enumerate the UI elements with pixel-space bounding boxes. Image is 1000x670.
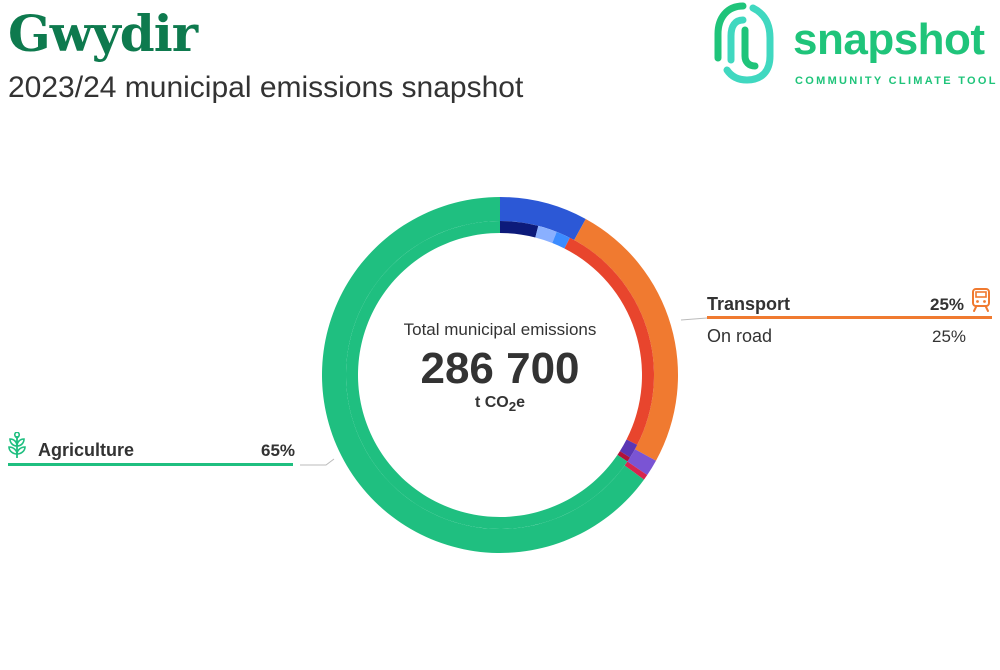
inner-slice-3[interactable] (564, 237, 654, 445)
fingerprint-logo-icon (714, 2, 774, 84)
unit-end: e (516, 394, 526, 412)
total-value: 286 700 (420, 344, 580, 393)
logo-wordmark: snapshot (793, 15, 985, 64)
total-unit: t CO2e (360, 394, 640, 414)
inner-slice-1[interactable] (535, 225, 557, 243)
outer-ring (321, 196, 678, 553)
inner-ring (346, 221, 654, 529)
snapshot-logo[interactable]: snapshot COMMUNITY CLIMATE TOOL (713, 0, 1000, 90)
wheat-icon (8, 432, 26, 458)
page-title: Gwydir (8, 4, 198, 63)
inner-slice-5[interactable] (617, 451, 631, 462)
unit-subscript: 2 (508, 399, 517, 415)
train-icon (972, 288, 990, 312)
transport-percent: 25% (930, 295, 965, 314)
on-road-percent: 25% (932, 327, 967, 346)
agriculture-underline (8, 463, 293, 466)
inner-slice-0[interactable] (500, 221, 539, 238)
outer-slice-2[interactable] (627, 449, 656, 476)
transport-underline (707, 316, 992, 319)
agriculture-leader-line (300, 458, 335, 466)
outer-slice-3[interactable] (624, 461, 648, 480)
logo-tagline: COMMUNITY CLIMATE TOOL (795, 75, 998, 87)
total-label: Total municipal emissions (403, 320, 597, 339)
outer-slice-0[interactable] (500, 197, 586, 241)
transport-label: Transport (707, 294, 791, 314)
agriculture-label: Agriculture (38, 440, 135, 460)
page-subtitle: 2023/24 municipal emissions snapshot (8, 71, 524, 104)
inner-slice-4[interactable] (619, 439, 638, 458)
transport-leader-line (680, 317, 708, 321)
agriculture-percent: 65% (261, 441, 296, 460)
unit-main: t CO (474, 394, 509, 412)
total-emissions-summary: Total municipal emissions 286 700 t CO2e (360, 320, 640, 414)
inner-slice-2[interactable] (552, 231, 570, 249)
outer-slice-1[interactable] (574, 219, 678, 461)
on-road-label: On road (707, 326, 773, 346)
